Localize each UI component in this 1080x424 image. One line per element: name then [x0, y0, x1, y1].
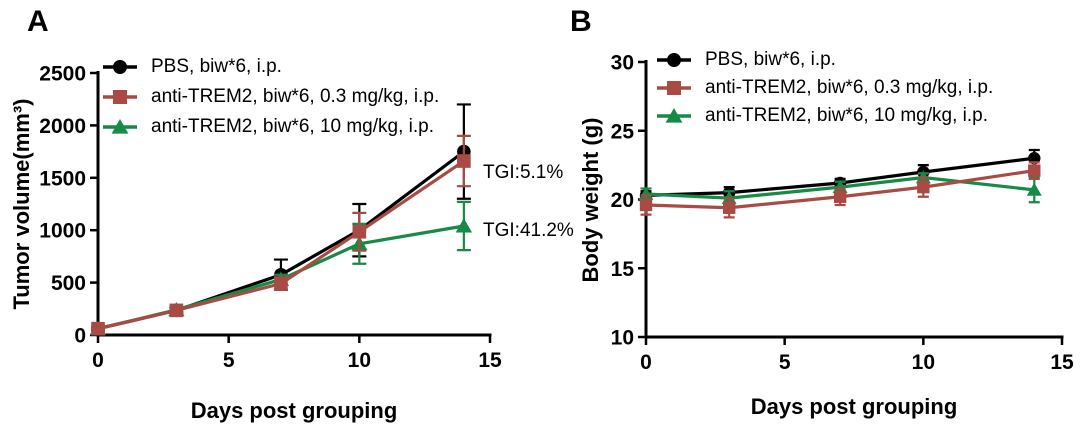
legend-label: anti-TREM2, biw*6, 0.3 mg/kg, i.p.: [705, 77, 994, 98]
y-tick-label: 2000: [39, 115, 86, 138]
triangle-marker-icon: [103, 117, 137, 137]
y-tick-label: 15: [611, 258, 635, 281]
panel-b-yaxis-title: Body weight (g): [578, 117, 603, 283]
panel-b-xaxis-title: Days post grouping: [750, 394, 958, 419]
legend-item-high-dose: anti-TREM2, biw*6, 10 mg/kg, i.p.: [657, 102, 993, 130]
square-marker-icon: [723, 201, 736, 214]
triangle-marker-icon: [638, 186, 654, 200]
panel-a-letter: A: [27, 5, 49, 38]
legend-item-low-dose: anti-TREM2, biw*6, 0.3 mg/kg, i.p.: [103, 82, 439, 112]
x-tick-label: 5: [223, 349, 235, 372]
triangle-marker-icon: [657, 106, 691, 126]
x-tick-label: 10: [912, 351, 935, 374]
legend-label: PBS, biw*6, i.p.: [705, 49, 836, 70]
legend-label: PBS, biw*6, i.p.: [151, 56, 282, 77]
square-marker-icon: [274, 276, 288, 291]
series-line: [97, 150, 465, 331]
x-tick-label: 15: [478, 349, 502, 372]
y-tick-label: 1000: [39, 220, 86, 243]
square-marker-icon: [91, 321, 105, 336]
square-marker-icon: [657, 78, 691, 98]
panel-b-letter: B: [570, 5, 592, 38]
panel-a-xaxis-title: Days post grouping: [190, 398, 398, 423]
legend-label: anti-TREM2, biw*6, 10 mg/kg, i.p.: [151, 116, 434, 137]
square-marker-icon: [917, 180, 930, 194]
triangle-marker-icon: [657, 107, 691, 123]
circle-marker-icon: [103, 57, 137, 77]
square-marker-icon: [103, 87, 137, 107]
legend-item-pbs: PBS, biw*6, i.p.: [103, 52, 439, 82]
series-square: [639, 161, 1041, 219]
triangle-marker-icon: [455, 218, 473, 233]
tgi-annotation-high-dose: TGI:41.2%: [483, 220, 574, 241]
panel-a-plot: 0 500 1000 1500 2000 2500 0 5 10 15: [39, 63, 502, 373]
square-marker-icon: [352, 224, 367, 239]
x-tick-label: 5: [779, 351, 791, 374]
y-tick-label: 1500: [39, 167, 86, 190]
panel-a-legend: PBS, biw*6, i.p. anti-TREM2, biw*6, 0.3 …: [103, 52, 439, 142]
legend-item-pbs: PBS, biw*6, i.p.: [657, 46, 993, 74]
tgi-annotation-low-dose: TGI:5.1%: [483, 162, 564, 183]
square-marker-icon: [169, 303, 184, 318]
square-marker-icon: [113, 90, 127, 104]
triangle-marker-icon: [832, 179, 848, 194]
triangle-marker-icon: [665, 107, 683, 123]
legend-item-high-dose: anti-TREM2, biw*6, 10 mg/kg, i.p.: [103, 112, 439, 142]
x-tick-label: 0: [92, 349, 104, 372]
x-tick-label: 15: [1050, 351, 1074, 374]
panel-b-legend: PBS, biw*6, i.p. anti-TREM2, biw*6, 0.3 …: [657, 46, 993, 130]
square-marker-icon: [1028, 164, 1041, 177]
legend-label: anti-TREM2, biw*6, 10 mg/kg, i.p.: [705, 105, 988, 126]
triangle-marker-icon: [111, 118, 129, 134]
triangle-marker-icon: [103, 118, 137, 134]
y-tick-label: 30: [611, 52, 634, 75]
legend-item-low-dose: anti-TREM2, biw*6, 0.3 mg/kg, i.p.: [657, 74, 993, 102]
y-tick-label: 10: [611, 327, 634, 350]
square-marker-icon: [103, 90, 137, 104]
panel-b-plot: 10 15 20 25 30 0 5 10 15: [611, 52, 1074, 375]
square-marker-icon: [833, 190, 847, 203]
circle-marker-icon: [657, 53, 691, 67]
circle-marker-icon: [667, 53, 681, 67]
legend-label: anti-TREM2, biw*6, 0.3 mg/kg, i.p.: [151, 86, 440, 107]
square-marker-icon: [639, 198, 653, 212]
series-square: [91, 134, 471, 336]
square-marker-icon: [657, 81, 691, 95]
square-marker-icon: [667, 81, 681, 95]
x-tick-label: 0: [640, 351, 652, 374]
series-line: [97, 159, 465, 331]
circle-marker-icon: [113, 60, 127, 74]
square-marker-icon: [457, 154, 471, 168]
y-tick-label: 20: [611, 189, 634, 212]
y-tick-label: 2500: [39, 63, 86, 86]
circle-marker-icon: [657, 50, 691, 70]
panel-a-yaxis-title: Tumor volume(mm³): [9, 98, 34, 310]
x-tick-label: 10: [348, 349, 371, 372]
y-tick-label: 500: [51, 272, 86, 295]
y-tick-label: 0: [74, 325, 86, 348]
y-tick-label: 25: [611, 120, 635, 143]
triangle-marker-icon: [1026, 182, 1042, 196]
circle-marker-icon: [103, 60, 137, 74]
